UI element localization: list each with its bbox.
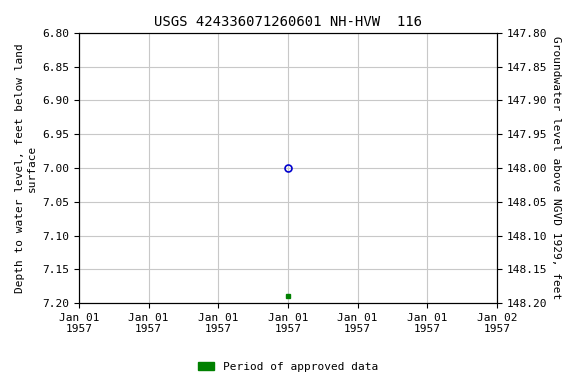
Title: USGS 424336071260601 NH-HVW  116: USGS 424336071260601 NH-HVW 116	[154, 15, 422, 29]
Y-axis label: Groundwater level above NGVD 1929, feet: Groundwater level above NGVD 1929, feet	[551, 36, 561, 300]
Y-axis label: Depth to water level, feet below land
surface: Depth to water level, feet below land su…	[15, 43, 37, 293]
Legend: Period of approved data: Period of approved data	[193, 358, 383, 377]
